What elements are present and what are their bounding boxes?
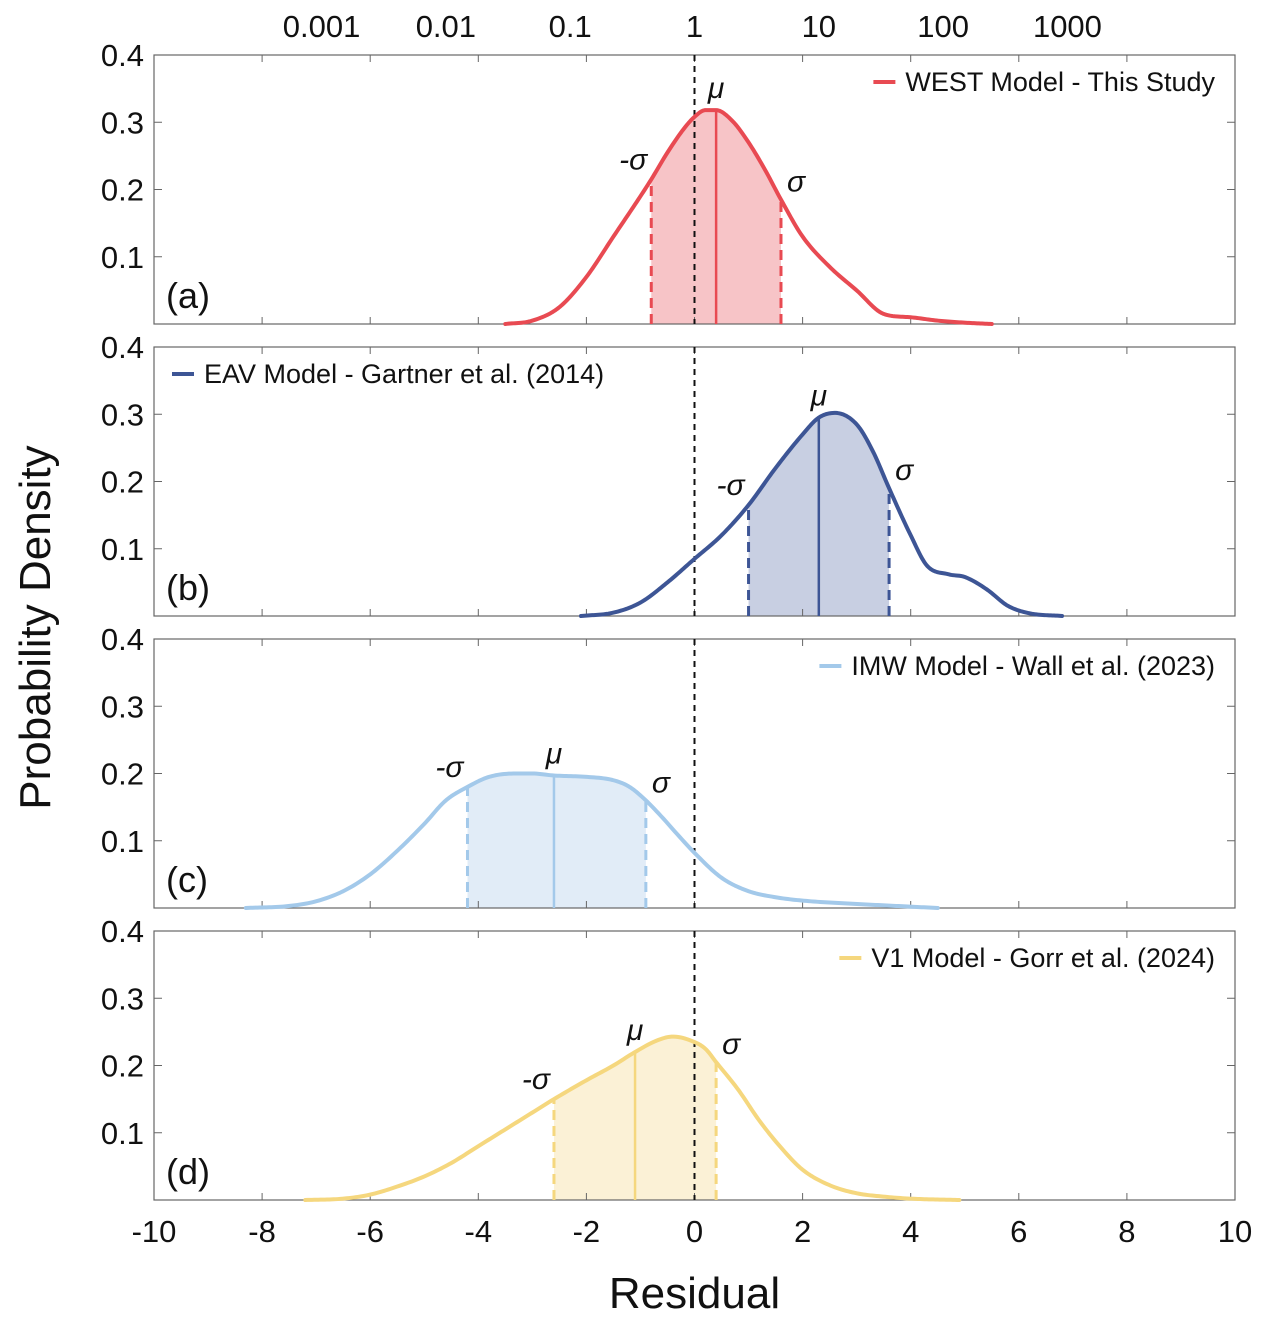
x-tick-label-3: -4 <box>465 1214 493 1249</box>
density-curve-3 <box>303 1034 962 1202</box>
y-tick-label-3-0: 0.1 <box>101 1116 144 1151</box>
y-tick-label-2-0: 0.1 <box>101 824 144 859</box>
minus-sigma-label-2: -σ <box>435 751 465 784</box>
mu-label-0: μ <box>707 72 724 105</box>
x-tick-label-5: 0 <box>686 1214 703 1249</box>
x-tick-label-8: 6 <box>1010 1214 1027 1249</box>
top-axis-tick-label-3: 1 <box>686 9 703 44</box>
top-axis-tick-label-2: 0.1 <box>549 9 592 44</box>
y-tick-label-1-2: 0.3 <box>101 397 144 432</box>
top-axis-tick-label-4: 10 <box>802 9 836 44</box>
legend-text-1: EAV Model - Gartner et al. (2014) <box>204 359 604 389</box>
y-tick-label-2-3: 0.4 <box>101 622 144 657</box>
text-layer: 0.1 0.2 0.3 0.4 μ -σ σ (a) WEST Model - This Stu… <box>11 9 1252 1318</box>
y-tick-label-1-3: 0.4 <box>101 330 144 365</box>
density-curve-2 <box>243 771 940 910</box>
legend-text-2: IMW Model - Wall et al. (2023) <box>851 651 1215 681</box>
legend-text-0: WEST Model - This Study <box>905 67 1215 97</box>
panel-label-3: (d) <box>166 1151 210 1192</box>
x-axis-title: Residual <box>609 1269 780 1315</box>
y-tick-label-3-3: 0.4 <box>101 914 144 949</box>
top-axis-tick-label-5: 100 <box>917 9 969 44</box>
x-tick-label-10: 10 <box>1218 1214 1252 1249</box>
top-axis-tick-label-0: 0.001 <box>283 9 361 44</box>
top-axis-tick-label-1: 0.01 <box>416 9 476 44</box>
plus-sigma-label-2: σ <box>652 766 672 799</box>
x-tick-label-9: 8 <box>1118 1214 1135 1249</box>
x-tick-label-0: -10 <box>132 1214 177 1249</box>
sigma-area-2 <box>467 773 646 908</box>
y-tick-label-0-0: 0.1 <box>101 240 144 275</box>
y-tick-label-0-1: 0.2 <box>101 173 144 208</box>
minus-sigma-label-1: -σ <box>716 469 746 502</box>
y-tick-label-0-2: 0.3 <box>101 105 144 140</box>
mu-label-2: μ <box>545 738 562 771</box>
x-tick-label-1: -8 <box>248 1214 276 1249</box>
y-tick-label-0-3: 0.4 <box>101 38 144 73</box>
y-tick-label-1-1: 0.2 <box>101 465 144 500</box>
y-tick-label-2-1: 0.2 <box>101 757 144 792</box>
panel-label-0: (a) <box>166 275 210 316</box>
legend-text-3: V1 Model - Gorr et al. (2024) <box>871 943 1215 973</box>
density-curve-0 <box>503 108 994 326</box>
y-tick-label-3-2: 0.3 <box>101 981 144 1016</box>
density-curve-1 <box>579 410 1065 618</box>
y-tick-label-1-0: 0.1 <box>101 532 144 567</box>
plus-sigma-label-1: σ <box>895 454 915 487</box>
curve-layer <box>172 55 1065 1202</box>
x-tick-label-2: -6 <box>356 1214 384 1249</box>
panel-label-1: (b) <box>166 567 210 608</box>
top-axis-tick-label-6: 1000 <box>1033 9 1102 44</box>
x-tick-label-7: 4 <box>902 1214 919 1249</box>
mu-label-3: μ <box>626 1014 643 1047</box>
mu-label-1: μ <box>810 380 827 413</box>
y-tick-label-3-1: 0.2 <box>101 1049 144 1084</box>
y-axis-title: Probability Density <box>11 445 60 809</box>
y-tick-label-2-2: 0.3 <box>101 689 144 724</box>
x-tick-label-4: -2 <box>573 1214 601 1249</box>
panel-label-2: (c) <box>166 859 208 900</box>
plus-sigma-label-3: σ <box>722 1028 742 1061</box>
plus-sigma-label-0: σ <box>787 166 807 199</box>
x-tick-label-6: 2 <box>794 1214 811 1249</box>
minus-sigma-label-0: -σ <box>619 143 649 176</box>
minus-sigma-label-3: -σ <box>522 1063 552 1096</box>
